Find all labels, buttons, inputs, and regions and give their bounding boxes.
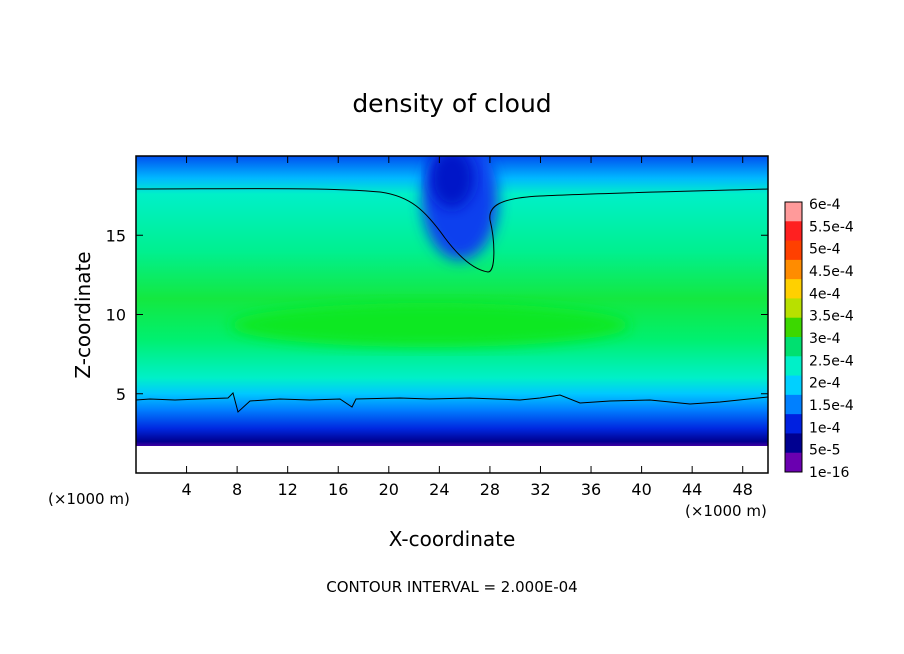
x-tick-label: 24	[429, 480, 449, 499]
x-units-left: (×1000 m)	[48, 490, 130, 508]
colorbar-label: 4.5e-4	[809, 264, 854, 280]
x-units-right: (×1000 m)	[685, 502, 767, 520]
colorbar-swatch	[785, 414, 802, 434]
colorbar-swatch	[785, 337, 802, 357]
x-tick-label: 44	[682, 480, 702, 499]
colorbar-swatch	[785, 298, 802, 319]
high-density-region	[230, 303, 630, 347]
y-tick-label: 5	[116, 385, 126, 404]
contour-interval-note: CONTOUR INTERVAL = 2.000E-04	[326, 578, 577, 596]
colorbar-swatch	[785, 452, 802, 473]
x-tick-label: 20	[379, 480, 399, 499]
colorbar-swatch	[785, 394, 802, 415]
y-tick-label: 10	[106, 306, 126, 325]
x-tick-label: 36	[581, 480, 601, 499]
x-axis-ticks: 4 8 12 16 20 24 28 32 36 40 44 48	[181, 156, 753, 499]
colorbar-label: 5e-4	[809, 242, 841, 258]
y-tick-label: 15	[106, 226, 126, 245]
colorbar-label: 1.5e-4	[809, 398, 854, 414]
colorbar-label: 6e-4	[809, 197, 841, 213]
colorbar-swatch	[785, 433, 802, 454]
colorbar-label: 3.5e-4	[809, 309, 854, 325]
x-tick-label: 12	[278, 480, 298, 499]
colorbar-label: 2e-4	[809, 376, 841, 392]
y-axis-label: Z-coordinate	[71, 251, 95, 378]
x-tick-label: 8	[232, 480, 242, 499]
x-axis-label: X-coordinate	[389, 527, 516, 551]
colorbar-label: 1e-4	[809, 420, 841, 436]
cloud-base-contour	[136, 392, 768, 413]
x-tick-label: 32	[530, 480, 550, 499]
colorbar-swatch	[785, 279, 802, 299]
x-tick-label: 4	[181, 480, 191, 499]
density-field	[136, 156, 768, 473]
cloud-top-contour	[136, 188, 768, 273]
colorbar-swatch	[785, 356, 802, 377]
colorbar-label: 4e-4	[809, 286, 841, 302]
colorbar-frame	[784, 201, 803, 473]
colorbar-label: 2.5e-4	[809, 353, 854, 369]
x-tick-label: 28	[480, 480, 500, 499]
x-tick-label: 16	[328, 480, 348, 499]
no-cloud-region	[136, 446, 768, 473]
colorbar-swatch	[785, 202, 802, 222]
colorbar-label: 5.5e-4	[809, 219, 854, 235]
colorbar-swatch	[785, 375, 802, 396]
colorbar-swatch	[785, 317, 802, 338]
colorbar-swatch	[785, 221, 802, 242]
colorbar-swatch	[785, 240, 802, 261]
colorbar-swatch	[785, 259, 802, 280]
colorbar-label: 1e-16	[809, 465, 849, 481]
x-tick-label: 40	[631, 480, 651, 499]
colorbar: 6e-4 5.5e-4 5e-4 4.5e-4 4e-4 3.5e-4 3e-4 2.5e-4…	[784, 197, 854, 481]
colorbar-label: 3e-4	[809, 331, 841, 347]
chart-title: density of cloud	[352, 89, 551, 118]
dip-core-region	[430, 156, 474, 208]
y-axis-ticks: 5 10 15	[106, 226, 768, 404]
x-tick-label: 48	[733, 480, 753, 499]
colorbar-label: 5e-5	[809, 443, 840, 459]
